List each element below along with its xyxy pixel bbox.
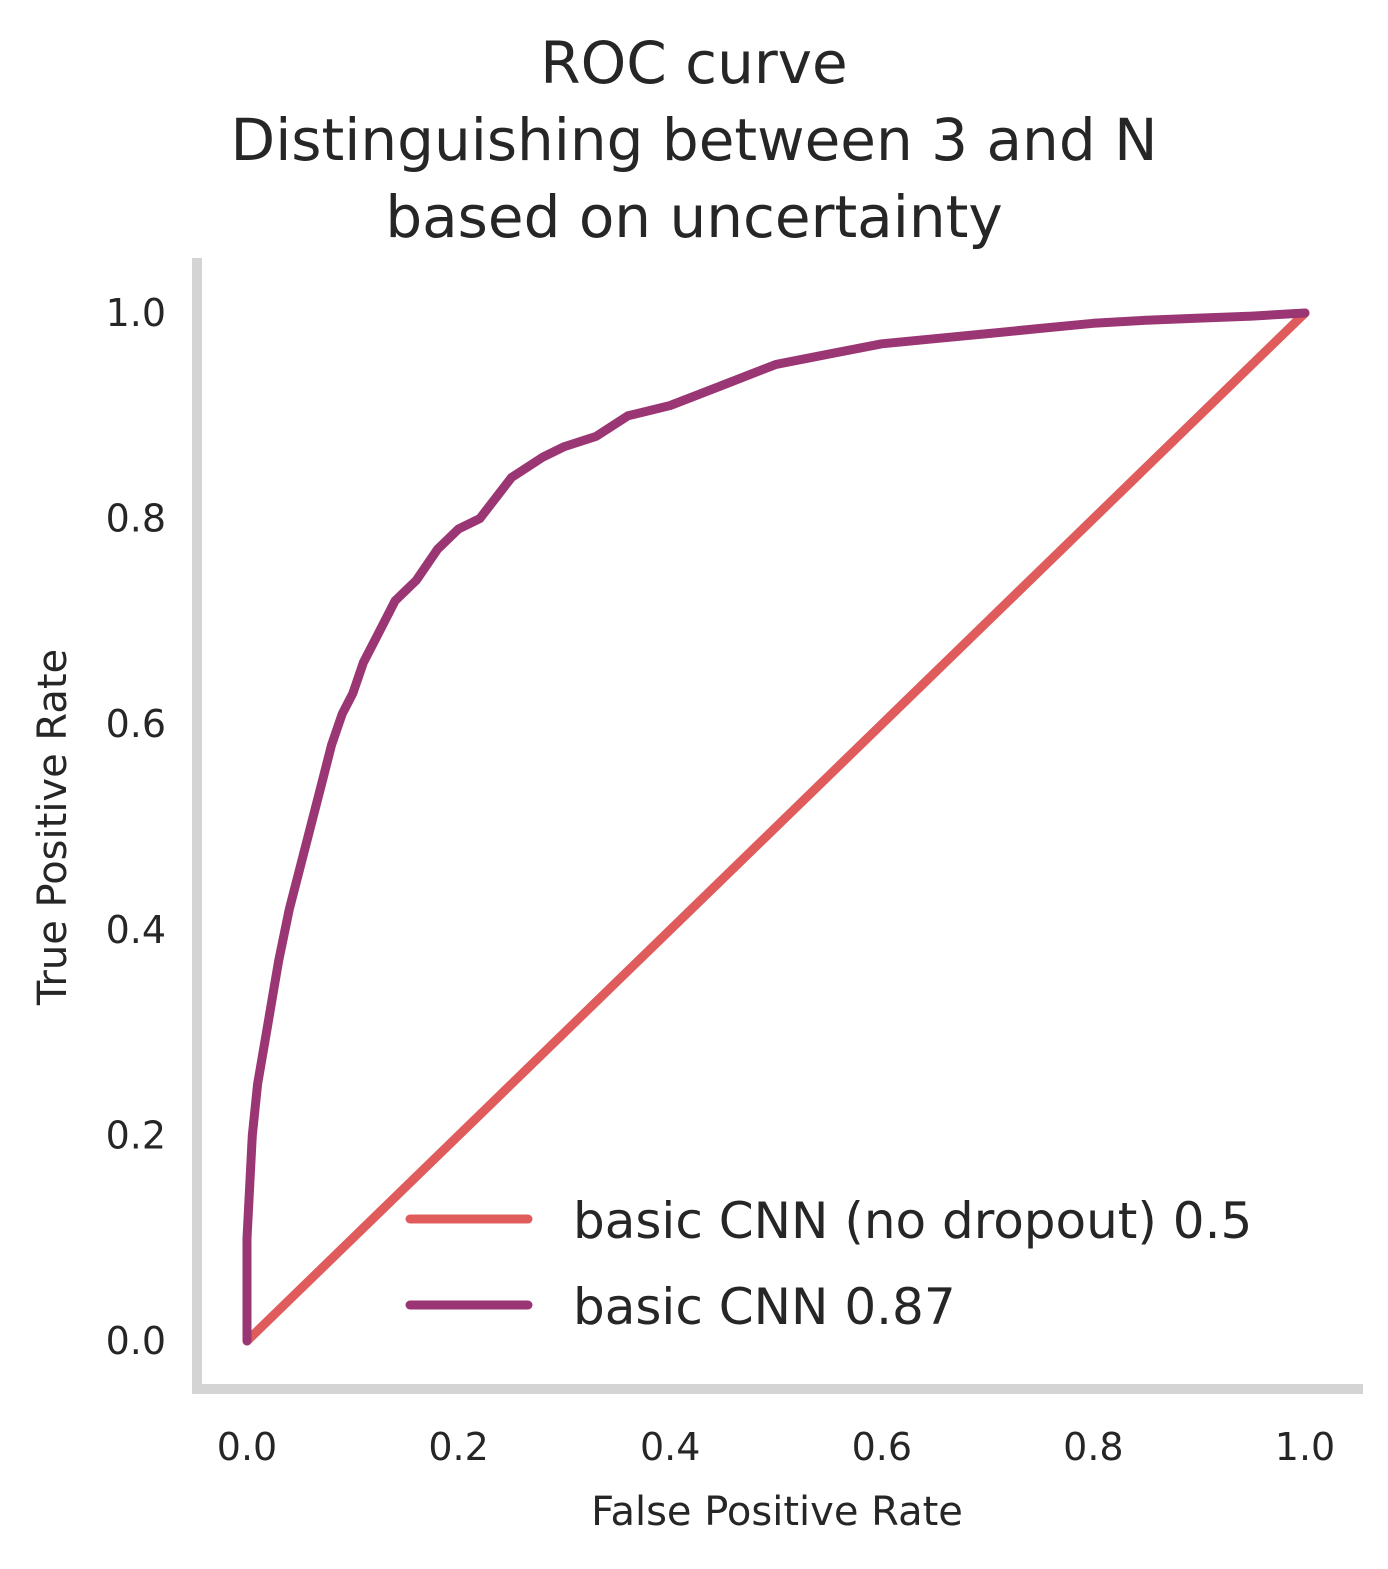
legend-label-no-dropout: basic CNN (no dropout) 0.5 xyxy=(573,1192,1252,1250)
x-tick-label: 1.0 xyxy=(1275,1425,1335,1469)
y-tick-label: 0.8 xyxy=(106,497,166,541)
y-axis-label: True Positive Rate xyxy=(30,649,76,1006)
y-tick-label: 0.2 xyxy=(106,1113,166,1157)
x-tick-label: 0.8 xyxy=(1063,1425,1123,1469)
x-axis-label: False Positive Rate xyxy=(591,1489,963,1535)
title-line-3: based on uncertainty xyxy=(385,183,1003,251)
series-line-no-dropout xyxy=(242,308,1310,1346)
x-tick-label: 0.2 xyxy=(428,1425,488,1469)
y-tick-label: 0.6 xyxy=(106,702,166,746)
x-tick-label: 0.6 xyxy=(852,1425,912,1469)
legend-label-basic-cnn: basic CNN 0.87 xyxy=(573,1278,956,1336)
y-tick-label: 1.0 xyxy=(106,291,166,335)
series-line-basic-cnn xyxy=(242,308,1310,1346)
y-tick-label: 0.0 xyxy=(106,1319,166,1363)
title-line-1: ROC curve xyxy=(540,29,848,97)
y-tick-label: 0.4 xyxy=(106,908,166,952)
x-tick-label: 0.0 xyxy=(217,1425,277,1469)
x-tick-label: 0.4 xyxy=(640,1425,700,1469)
title-line-2: Distinguishing between 3 and N xyxy=(230,106,1158,174)
legend: basic CNN (no dropout) 0.5 basic CNN 0.8… xyxy=(405,1192,1252,1336)
